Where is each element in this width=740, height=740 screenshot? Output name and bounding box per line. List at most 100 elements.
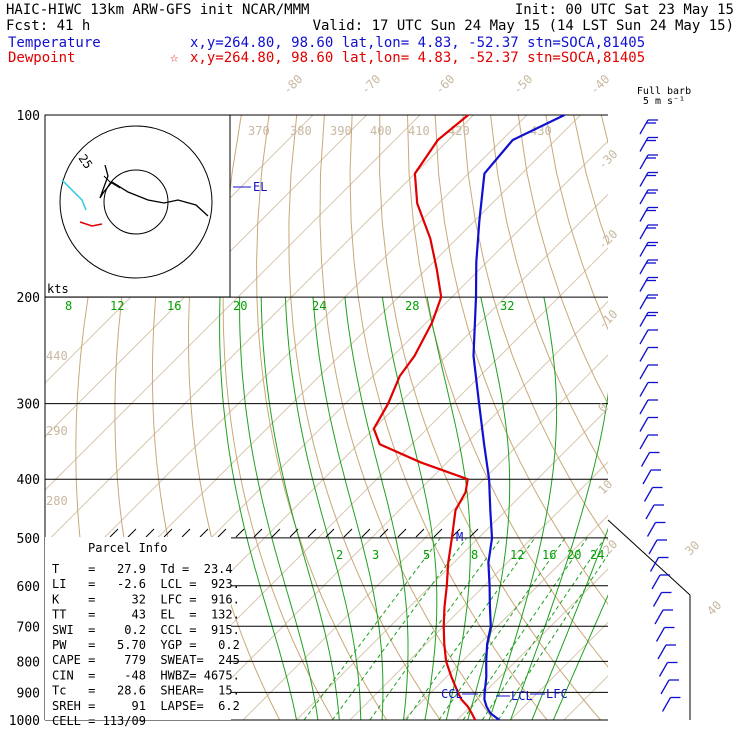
- dry-adiabat-line: [462, 115, 608, 541]
- hodograph-trace-upper: [99, 164, 209, 217]
- hatch-mark: [307, 528, 317, 538]
- theta-label: 280: [46, 494, 68, 508]
- wind-barb: [648, 539, 658, 555]
- m-marker: M: [456, 530, 463, 544]
- wind-barb: [645, 504, 655, 520]
- wind-barb: [639, 329, 649, 345]
- hatch-mark: [343, 528, 353, 538]
- temperature-trace: [472, 114, 565, 721]
- theta-label: 400: [370, 124, 392, 138]
- header-title: HAIC-HIWC 13km ARW-GFS init NCAR/MMM: [6, 2, 309, 18]
- el-marker: EL: [253, 180, 267, 194]
- dry-adiabat-line: [256, 115, 388, 720]
- wind-barb: [652, 592, 663, 607]
- mixing-ratio-label: 16: [167, 299, 181, 313]
- theta-label: 410: [408, 124, 430, 138]
- wind-barb: [640, 452, 651, 467]
- isotherm-label: 0: [595, 400, 610, 415]
- mixing-ratio-label: 2: [336, 548, 343, 562]
- isotherm-line: [456, 568, 608, 720]
- panel-title: Parcel Info: [88, 541, 167, 555]
- panel-row: LI = -2.6 LCL = 923.: [52, 577, 240, 591]
- isotherm-line: [135, 247, 608, 720]
- sounding-traces: [372, 114, 565, 721]
- theta-label: 430: [530, 124, 552, 138]
- mixing-ratio-label: 16: [542, 548, 556, 562]
- hodograph-trace-cyan: [61, 179, 87, 211]
- hatch-mark: [325, 528, 335, 538]
- wind-barb: [646, 522, 657, 537]
- hatch-mark: [451, 528, 461, 538]
- wind-barb: [639, 364, 649, 380]
- hatch-mark: [217, 528, 227, 538]
- wind-barb: [658, 662, 669, 677]
- wind-barb: [639, 224, 649, 240]
- wind-barb: [639, 347, 649, 362]
- dewpoint-trace: [372, 114, 477, 721]
- temperature-legend-label: Temperature: [8, 35, 101, 51]
- pressure-tick-label: 900: [17, 686, 40, 701]
- dewpoint-legend-info: x,y=264.80, 98.60 lat,lon= 4.83, -52.37 …: [190, 50, 645, 66]
- theta-label: 420: [448, 124, 470, 138]
- mixing-ratio-label: 32: [500, 299, 514, 313]
- mixing-ratio-label: 24: [590, 548, 604, 562]
- wind-barb: [639, 277, 649, 292]
- wind-barb: [654, 609, 664, 625]
- wind-barb: [639, 119, 649, 135]
- panel-rows: T = 27.9 Td = 23.4LI = -2.6 LCL = 923.K …: [52, 562, 240, 728]
- moist-adiabat-line: [381, 297, 438, 720]
- wind-barb: [660, 679, 670, 695]
- pressure-tick-label: 400: [17, 473, 40, 488]
- mixing-ratio-label: 28: [405, 299, 419, 313]
- panel-row: CELL = 113/09: [52, 714, 146, 728]
- hatch-mark: [253, 528, 263, 538]
- hatch-mark: [289, 528, 299, 538]
- dry-adiabat-line: [407, 115, 608, 668]
- hatch-mark: [469, 528, 479, 538]
- mixing-ratio-label: 8: [471, 548, 478, 562]
- theta-label: 370: [248, 124, 270, 138]
- hodograph-frame: [44, 114, 231, 298]
- hatch-mark: [145, 528, 155, 538]
- pressure-tick-label: 100: [17, 109, 40, 124]
- panel-row: Tc = 28.6 SHEAR= 15.: [52, 684, 240, 698]
- mixing-ratio-line: [438, 537, 566, 720]
- wind-barb: [642, 469, 652, 485]
- mixing-ratio-label: 8: [65, 299, 72, 313]
- isotherm-label: -50: [510, 72, 535, 97]
- hodograph: 25 kts: [44, 114, 231, 298]
- mixing-ratio-line: [405, 537, 536, 720]
- level-markers: EL M CCL LCL LFC: [233, 180, 568, 703]
- isotherm-label: 10: [595, 477, 615, 497]
- parcel-info-panel: Parcel Info T = 27.9 Td = 23.4LI = -2.6 …: [45, 537, 240, 728]
- mixing-ratio-line: [331, 537, 468, 720]
- mixing-ratio-label: 20: [567, 548, 581, 562]
- hodograph-ring-label: 25: [76, 152, 96, 172]
- isotherm-line: [242, 354, 608, 720]
- theta-label: 380: [290, 124, 312, 138]
- dry-adiabat-line: [712, 115, 740, 720]
- wind-barbs: [639, 119, 681, 712]
- dry-adiabat-line: [288, 115, 441, 720]
- panel-row: CIN = -48 HWBZ= 4675.: [52, 668, 240, 682]
- theta-label: 290: [46, 424, 68, 438]
- hatch-mark: [235, 528, 245, 538]
- hatch-mark: [163, 528, 173, 538]
- isotherm-label: 40: [704, 598, 724, 618]
- lower-frame-edge: [607, 519, 691, 596]
- mixing-ratio-line: [369, 537, 502, 720]
- wind-barb: [651, 574, 661, 590]
- wind-barb: [639, 172, 649, 187]
- barb-units: 5 m s⁻¹: [643, 96, 685, 107]
- isotherm-label: -20: [595, 227, 620, 252]
- mixing-ratio-line: [462, 537, 588, 720]
- pressure-tick-label: 500: [17, 532, 40, 547]
- theta-label: 390: [330, 124, 352, 138]
- wind-barb: [639, 189, 649, 205]
- dry-adiabat-line: [629, 115, 740, 720]
- dry-adiabat-line: [349, 115, 548, 720]
- pressure-tick-label: 1000: [9, 714, 40, 729]
- moist-adiabat-line: [284, 297, 362, 720]
- dry-adiabat-line: [434, 115, 608, 605]
- panel-row: K = 32 LFC = 916.: [52, 592, 240, 606]
